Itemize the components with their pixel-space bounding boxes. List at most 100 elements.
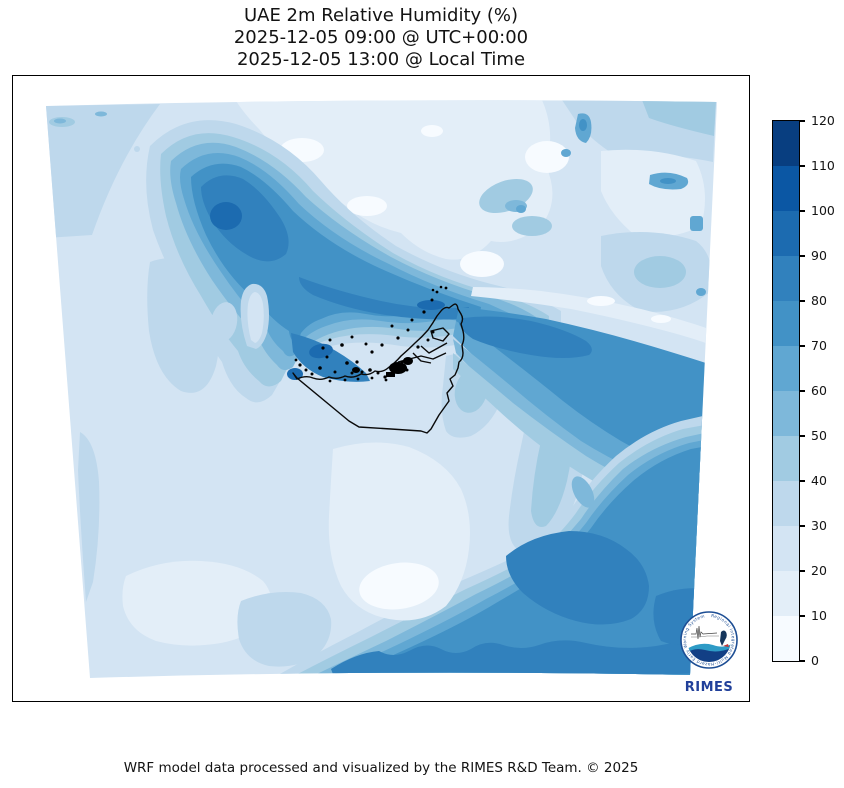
contour-band xyxy=(347,196,387,216)
colorbar-band-100-110 xyxy=(773,166,799,211)
colorbar-band-50-60 xyxy=(773,391,799,436)
coastal-island-markers xyxy=(294,285,448,383)
colorbar-tick-mark xyxy=(800,120,805,122)
colorbar-tick-mark xyxy=(800,165,805,167)
contour-band xyxy=(78,432,100,602)
contour-band xyxy=(634,256,686,288)
contour-band xyxy=(460,251,504,277)
logo-seismogram-2 xyxy=(691,635,719,638)
contour-band xyxy=(95,111,107,117)
figure-title: UAE 2m Relative Humidity (%) 2025-12-05 … xyxy=(12,5,750,71)
colorbar-tick-label: 50 xyxy=(811,428,827,443)
colorbar-tick-label: 30 xyxy=(811,518,827,533)
emirate-border xyxy=(412,352,432,364)
colorbar-band-10-20 xyxy=(773,571,799,616)
contour-band xyxy=(696,288,706,296)
contour-band xyxy=(512,216,552,236)
colorbar-bands xyxy=(773,121,799,661)
contour-band xyxy=(601,149,705,238)
region-hormuz-core xyxy=(459,316,592,358)
colorbar-band-40-50 xyxy=(773,436,799,481)
emirate-border xyxy=(420,342,448,354)
logo-red-accent xyxy=(723,644,729,647)
colorbar-tick-label: 0 xyxy=(811,653,819,668)
region-arabian-sea xyxy=(256,413,716,678)
title-line-utc-time: 2025-12-05 09:00 @ UTC+00:00 xyxy=(233,27,529,48)
contour-band xyxy=(660,178,676,184)
contour-band xyxy=(237,592,332,667)
logo-seismogram xyxy=(691,625,718,640)
colorbar-tick-label: 10 xyxy=(811,608,827,623)
contour-band xyxy=(309,343,333,359)
region-iran-mountain-spots xyxy=(561,113,706,296)
contour-band xyxy=(571,476,595,508)
colorbar-tick-mark xyxy=(800,255,805,257)
logo-wordmark: RIMES xyxy=(685,680,734,695)
colorbar-tick-mark xyxy=(800,435,805,437)
contour-band xyxy=(359,562,439,610)
region-north-gulf-core xyxy=(201,175,289,262)
contour-band xyxy=(122,560,272,646)
colorbar-tick-label: 110 xyxy=(811,158,835,173)
contour-band xyxy=(287,368,303,380)
contour-band xyxy=(247,292,264,343)
uae-national-border xyxy=(292,303,465,434)
footer-credit: WRF model data processed and visualized … xyxy=(123,760,639,776)
contour-band xyxy=(421,125,443,137)
colorbar-tick-mark xyxy=(800,615,805,617)
emirate-border xyxy=(430,327,450,342)
logo-figure xyxy=(720,630,727,646)
colorbar-tick-mark xyxy=(800,300,805,302)
colorbar-tick-mark xyxy=(800,525,805,527)
colorbar-tick-mark xyxy=(800,345,805,347)
colorbar-tick-mark xyxy=(800,390,805,392)
contour-band xyxy=(471,287,715,346)
colorbar-band-30-40 xyxy=(773,481,799,526)
contour-band xyxy=(54,118,66,124)
humidity-contour-map xyxy=(46,100,717,678)
colorbar-tick-label: 90 xyxy=(811,248,827,263)
colorbar-tick-label: 120 xyxy=(811,113,835,128)
contour-band xyxy=(417,300,445,310)
contour-band xyxy=(516,205,526,213)
contour-band xyxy=(134,146,140,152)
colorbar-tick-label: 40 xyxy=(811,473,827,488)
colorbar-tick-label: 100 xyxy=(811,203,835,218)
contour-band xyxy=(210,302,238,342)
colorbar-tick-mark xyxy=(800,570,805,572)
colorbar-band-90-100 xyxy=(773,211,799,256)
colorbar: 0 10 20 30 40 50 60 70 80 90 100 110 120 xyxy=(772,113,835,668)
colorbar-tick-label: 80 xyxy=(811,293,827,308)
colorbar-band-70-80 xyxy=(773,301,799,346)
region-arabian-sea-core xyxy=(506,531,649,625)
title-line-local-time: 2025-12-05 13:00 @ Local Time xyxy=(236,49,526,70)
contour-band xyxy=(525,141,569,173)
colorbar-tick-mark xyxy=(800,660,805,662)
rimes-logo-graphic: Regional Integrated Multi-Hazard Early W… xyxy=(680,611,738,695)
contour-band xyxy=(651,315,671,323)
colorbar-band-60-70 xyxy=(773,346,799,391)
colorbar-tick-mark xyxy=(800,480,805,482)
colorbar-ticks: 0 10 20 30 40 50 60 70 80 90 100 110 120 xyxy=(773,113,844,668)
contour-band xyxy=(561,149,571,157)
contour-band xyxy=(690,216,703,231)
colorbar-band-0-10 xyxy=(773,616,799,661)
contour-band xyxy=(642,100,716,136)
uae-border-outline xyxy=(292,303,465,434)
colorbar-tick-label: 60 xyxy=(811,383,827,398)
colorbar-band-20-30 xyxy=(773,526,799,571)
colorbar-tick-label: 20 xyxy=(811,563,827,578)
contour-band xyxy=(331,633,707,678)
colorbar-band-110-120 xyxy=(773,121,799,166)
contour-band xyxy=(587,296,615,306)
rimes-logo: Regional Integrated Multi-Hazard Early W… xyxy=(677,606,741,698)
title-line-variable: UAE 2m Relative Humidity (%) xyxy=(243,5,519,26)
logo-wave-teal xyxy=(687,643,731,654)
contour-band xyxy=(291,333,370,382)
colorbar-tick-label: 70 xyxy=(811,338,827,353)
region-iran-dry-band xyxy=(236,100,553,260)
contour-band xyxy=(210,202,242,230)
colorbar-tick-mark xyxy=(800,210,805,212)
contour-band xyxy=(313,445,713,678)
